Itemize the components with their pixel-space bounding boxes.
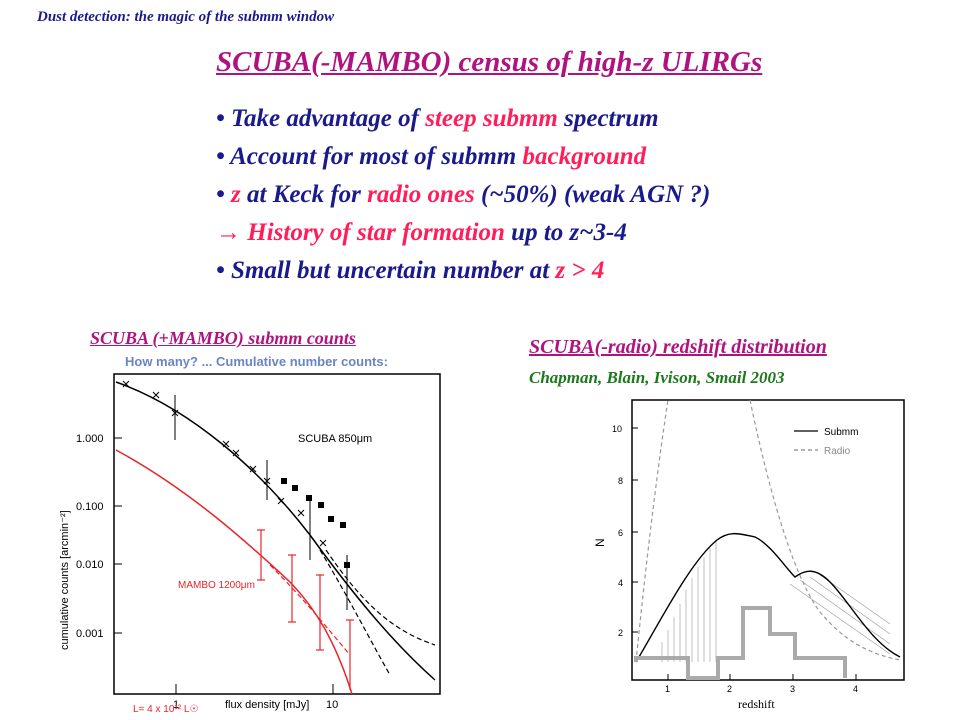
scuba-crosses <box>122 380 348 610</box>
y-axis-label: cumulative counts [arcmin⁻²] <box>59 510 71 650</box>
slide-header: Dust detection: the magic of the submm w… <box>37 9 335 25</box>
xtick-label: 3 <box>790 684 795 694</box>
counts-figure: How many? ... Cumulative number counts: … <box>59 354 441 715</box>
bullet-item: • Small but uncertain number at z > 4 <box>216 257 605 284</box>
ytick-label: 0.100 <box>76 501 104 513</box>
ytick-label: 2 <box>618 628 623 638</box>
luminosity-footnote: L= 4 x 10¹² L☉ <box>133 704 198 715</box>
legend-radio-label: Radio <box>824 446 851 457</box>
ytick-label: 1.000 <box>76 433 104 445</box>
slide-title: SCUBA(-MAMBO) census of high-z ULIRGs <box>216 46 763 78</box>
mambo-model-curve <box>115 449 353 695</box>
mambo-dashed-curve <box>269 564 351 656</box>
bullet-marker: • <box>216 181 225 208</box>
y-axis-label: N <box>593 538 607 547</box>
ytick-label: 10 <box>612 424 622 434</box>
bullet-marker: • <box>216 143 225 170</box>
bullet-item: • Take advantage of steep submm spectrum <box>216 105 659 132</box>
left-figure-caption: SCUBA (+MAMBO) submm counts <box>90 328 356 348</box>
scuba-dashed-curve <box>325 549 436 646</box>
scuba-label: SCUBA 850μm <box>298 433 372 445</box>
x-axis-label: redshift <box>738 697 775 711</box>
bullet-marker: • <box>216 257 225 284</box>
redshift-frame <box>631 399 905 681</box>
submm-curve <box>635 532 901 663</box>
xtick-label: 4 <box>853 684 858 694</box>
counts-banner: How many? ... Cumulative number counts: <box>125 354 388 369</box>
ytick-label: 0.010 <box>76 559 104 571</box>
mambo-label: MAMBO 1200μm <box>178 580 255 591</box>
xtick-label: 2 <box>727 684 732 694</box>
bullet-item: • z at Keck for radio ones (~50%) (weak … <box>216 181 711 208</box>
right-figure-authors: Chapman, Blain, Ivison, Smail 2003 <box>529 368 785 387</box>
radio-curve <box>635 399 901 663</box>
counts-frame <box>113 373 441 695</box>
ytick-label: 4 <box>618 578 623 588</box>
ytick-label: 0.001 <box>76 628 104 640</box>
scuba-model-curve <box>115 381 436 681</box>
ytick-label: 6 <box>618 528 623 538</box>
redshift-histogram <box>634 606 847 680</box>
bullet-item: • Account for most of submm background <box>216 143 647 170</box>
arrow-icon: → <box>216 219 241 246</box>
mambo-errorbars <box>257 529 354 690</box>
right-figure-caption: SCUBA(-radio) redshift distribution <box>529 336 827 358</box>
xtick-label: 10 <box>326 699 338 711</box>
redshift-figure: 2 4 6 8 10 1 2 3 4 redshift N Submm Radi… <box>593 399 905 711</box>
submm-hatching <box>661 540 891 662</box>
bullet-list: • Take advantage of steep submm spectrum… <box>216 100 710 290</box>
bullet-marker: • <box>216 105 225 132</box>
ytick-label: 8 <box>618 476 623 486</box>
legend-submm-label: Submm <box>824 427 858 438</box>
bullet-item: → History of star formation up to z~3-4 <box>216 219 627 246</box>
xtick-label: 1 <box>173 699 179 711</box>
scuba-dashed-curve <box>319 549 391 676</box>
counts-ticks <box>114 437 334 694</box>
xtick-label: 1 <box>665 684 670 694</box>
x-axis-label: flux density [mJy] <box>225 699 309 711</box>
redshift-ticks <box>632 427 857 680</box>
